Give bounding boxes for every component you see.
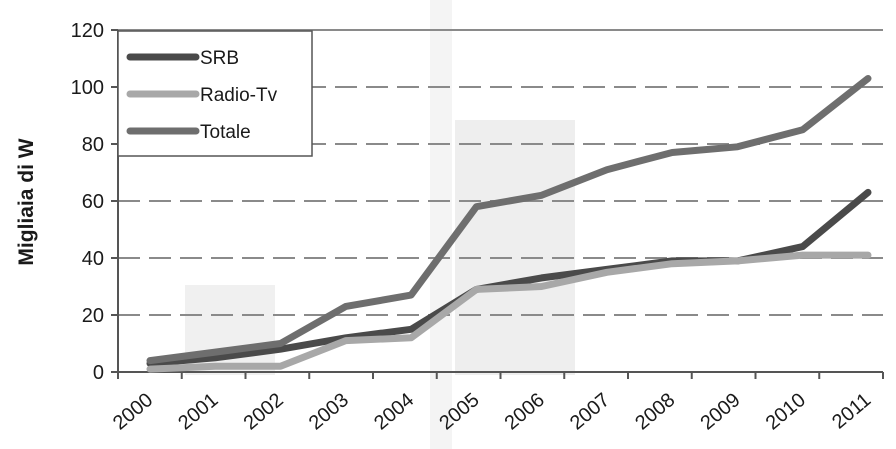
x-tick-labels: 2000 2001 2002 2003 2004 2005 2006 2007 2008 2009…	[109, 389, 875, 434]
y-tick-label-60: 60	[82, 191, 104, 213]
x-tick-label-2010: 2010	[762, 389, 810, 434]
x-tick-label-2004: 2004	[370, 389, 418, 434]
legend: SRB Radio-Tv Totale	[117, 30, 313, 157]
y-tick-label-20: 20	[82, 305, 104, 327]
y-tick-label-120: 120	[71, 20, 104, 42]
x-tick-label-2007: 2007	[566, 389, 614, 434]
series-line-totale	[146, 75, 872, 365]
background-decoration	[185, 0, 575, 449]
x-tick-label-2011: 2011	[828, 389, 875, 434]
series-lines	[146, 75, 872, 373]
y-tick-labels: 0 20 40 60 80 100 120	[71, 20, 104, 384]
legend-label-srb: SRB	[200, 48, 239, 69]
x-tick-label-2003: 2003	[305, 389, 353, 434]
x-tick-label-2002: 2002	[240, 389, 288, 434]
y-tick-label-0: 0	[93, 362, 104, 384]
x-tick-label-2000: 2000	[109, 389, 157, 434]
legend-label-totale: Totale	[200, 122, 251, 143]
x-tick-label-2008: 2008	[631, 389, 679, 434]
series-line-radio-tv	[146, 251, 872, 373]
x-tick-label-2006: 2006	[501, 389, 549, 434]
legend-label-radio-tv: Radio-Tv	[200, 85, 278, 106]
x-tick-label-2001: 2001	[174, 389, 222, 434]
y-tick-label-40: 40	[82, 248, 104, 270]
x-tick-label-2009: 2009	[696, 389, 744, 434]
y-tick-label-100: 100	[71, 77, 104, 99]
y-tick-label-80: 80	[82, 134, 104, 156]
y-axis-label: Migliaia di W	[15, 138, 38, 265]
